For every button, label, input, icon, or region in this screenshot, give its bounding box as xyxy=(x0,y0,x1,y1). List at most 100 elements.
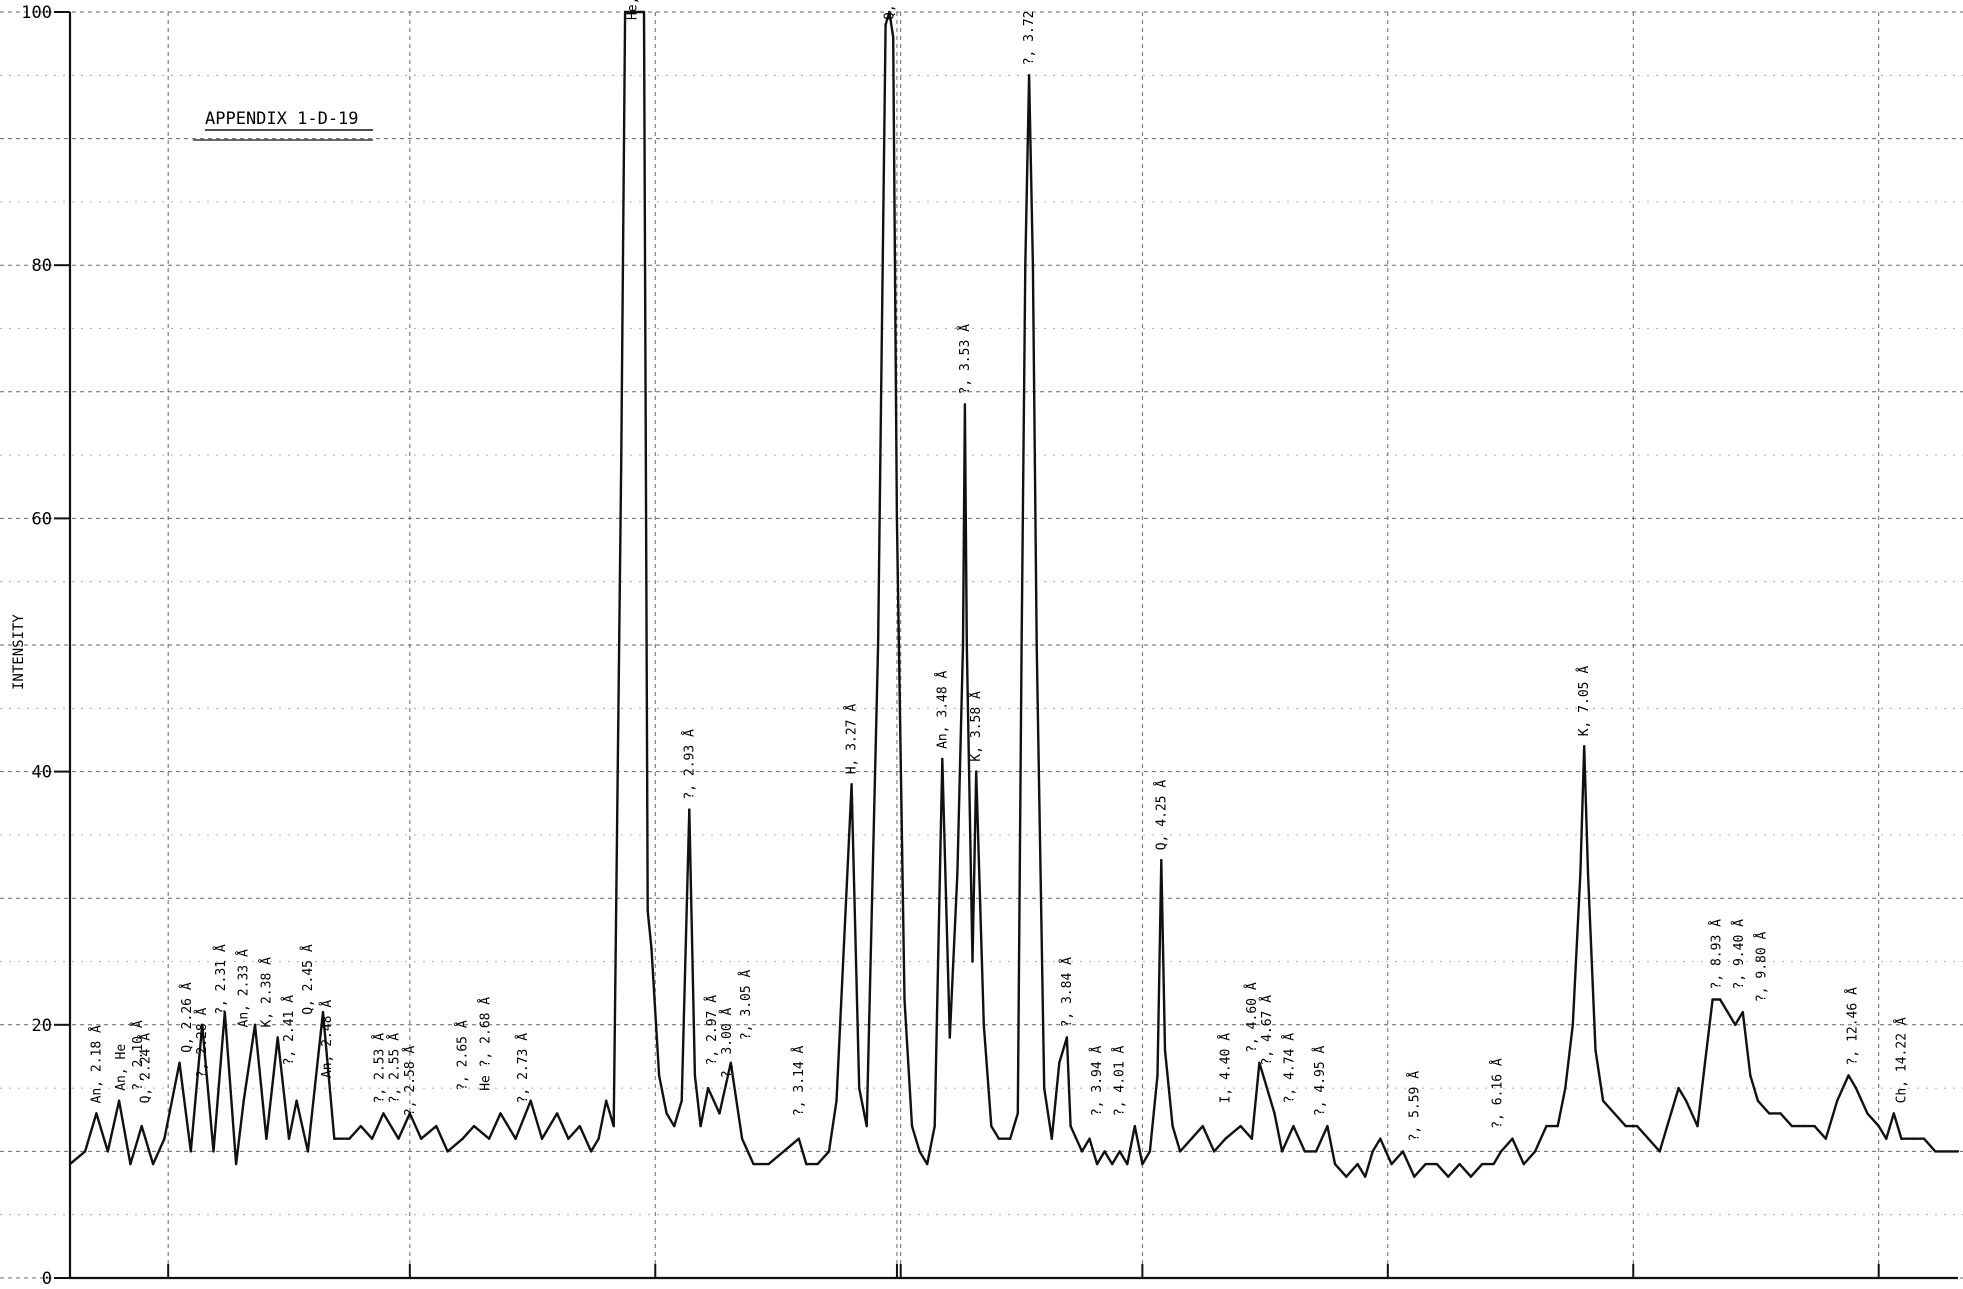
peak-label: He ?, 2.68 Å xyxy=(477,997,493,1091)
data-point xyxy=(1696,1124,1699,1128)
data-point xyxy=(1095,1162,1099,1166)
data-point xyxy=(1080,1150,1084,1153)
data-point xyxy=(642,10,646,14)
data-point xyxy=(276,1036,279,1039)
data-point xyxy=(446,1150,449,1153)
data-point xyxy=(397,1137,400,1140)
peak-annotations: An, 2.18 Å An, He?, 2.10 ÅQ, 2.24 Å Q, 2.2… xyxy=(88,0,1909,1141)
data-point xyxy=(1171,1124,1174,1128)
data-point xyxy=(461,1137,464,1140)
data-point xyxy=(884,23,887,26)
data-point xyxy=(956,871,959,875)
data-point xyxy=(965,643,968,647)
series-line-0 xyxy=(69,10,1958,1178)
data-point xyxy=(1481,1162,1484,1166)
data-point xyxy=(348,1137,351,1140)
data-point xyxy=(1333,1162,1337,1166)
data-point xyxy=(1726,1010,1729,1014)
y-tick-label: 20 xyxy=(32,1016,52,1036)
data-point xyxy=(891,36,895,39)
data-point xyxy=(623,10,627,14)
peak-label: Q, 3.34 Å xyxy=(881,0,897,20)
data-point xyxy=(1499,1150,1503,1153)
data-point xyxy=(1326,1124,1329,1128)
peak-label: ?, 2.31 Å xyxy=(213,944,229,1015)
data-point xyxy=(1345,1175,1348,1178)
data-point xyxy=(287,1137,291,1140)
data-point xyxy=(382,1112,385,1115)
peak-label: ?, 2.58 Å xyxy=(402,1045,418,1116)
data-point xyxy=(529,1099,532,1102)
data-point xyxy=(941,757,944,761)
data-point xyxy=(1669,1112,1673,1115)
peak-label: ?, 5.59 Å xyxy=(1406,1071,1422,1142)
data-point xyxy=(1447,1175,1450,1178)
data-point xyxy=(680,1099,683,1102)
data-point xyxy=(1141,1162,1144,1166)
data-point xyxy=(178,1061,181,1064)
peak-label: ?, 4.95 Å xyxy=(1312,1045,1328,1116)
peak-label: An, 2.48 Å xyxy=(319,1000,335,1078)
data-point xyxy=(635,10,638,14)
peak-label: ?, 3.00 Å xyxy=(719,1007,735,1078)
data-point xyxy=(1212,1150,1216,1153)
data-point xyxy=(1088,1137,1091,1140)
y-tick-label: 80 xyxy=(32,256,52,276)
data-point xyxy=(253,1023,257,1026)
peak-label: ?, 3.14 Å xyxy=(791,1045,807,1116)
peak-label: ?, 3.53 Å xyxy=(957,324,973,395)
data-point xyxy=(1265,1086,1269,1090)
data-point xyxy=(850,783,853,786)
data-point xyxy=(688,808,691,811)
peak-label: An, 3.48 Å xyxy=(934,670,950,748)
data-point xyxy=(1280,1150,1284,1153)
y-tick-label: 0 xyxy=(42,1269,52,1289)
data-point xyxy=(140,1124,143,1128)
data-point xyxy=(1545,1124,1548,1128)
data-point xyxy=(306,1150,310,1153)
peak-label: An, He xyxy=(114,1044,129,1091)
data-point xyxy=(1911,1137,1914,1140)
peak-label: ?, 2.41 Å xyxy=(281,995,297,1066)
x-ticks xyxy=(167,1264,1880,1278)
data-point xyxy=(1779,1112,1782,1115)
data-point xyxy=(638,10,642,14)
data-point xyxy=(1027,74,1031,77)
data-point xyxy=(1024,264,1027,267)
data-point xyxy=(718,1112,721,1115)
data-point xyxy=(567,1137,570,1140)
data-point xyxy=(888,10,891,14)
data-point xyxy=(975,770,978,773)
data-point xyxy=(1201,1124,1205,1128)
peak-label: ?, 4.60 Å xyxy=(1244,982,1260,1053)
data-point xyxy=(699,1124,702,1128)
data-point xyxy=(971,960,974,963)
data-point xyxy=(729,1061,732,1064)
data-point xyxy=(997,1137,1001,1140)
data-point xyxy=(1511,1137,1514,1140)
data-point xyxy=(265,1137,268,1140)
data-point xyxy=(1401,1150,1405,1153)
data-point xyxy=(672,1124,676,1128)
data-point xyxy=(295,1099,298,1102)
data-point xyxy=(1356,1162,1359,1166)
data-point xyxy=(83,1150,87,1153)
data-point xyxy=(1885,1137,1888,1140)
data-point xyxy=(961,643,965,647)
peak-label: ?, 2.93 Å xyxy=(681,729,697,800)
data-point xyxy=(1126,1162,1129,1166)
peak-label: ?, 2.10 Å xyxy=(130,1020,146,1091)
data-point xyxy=(1613,1112,1616,1115)
peak-label: Q, 2.24 Å xyxy=(138,1033,154,1104)
data-point xyxy=(816,1162,819,1166)
data-point xyxy=(865,1124,868,1128)
data-point xyxy=(1624,1124,1627,1128)
data-point xyxy=(1031,264,1035,267)
peak-label: ?, 6.16 Å xyxy=(1489,1058,1505,1129)
data-point xyxy=(1110,1162,1114,1166)
data-point xyxy=(876,643,880,647)
data-point xyxy=(242,1099,245,1102)
peak-label: An, 2.33 Å xyxy=(236,949,252,1027)
y-ticks: 0 20 40 60 80 100 xyxy=(21,3,70,1289)
